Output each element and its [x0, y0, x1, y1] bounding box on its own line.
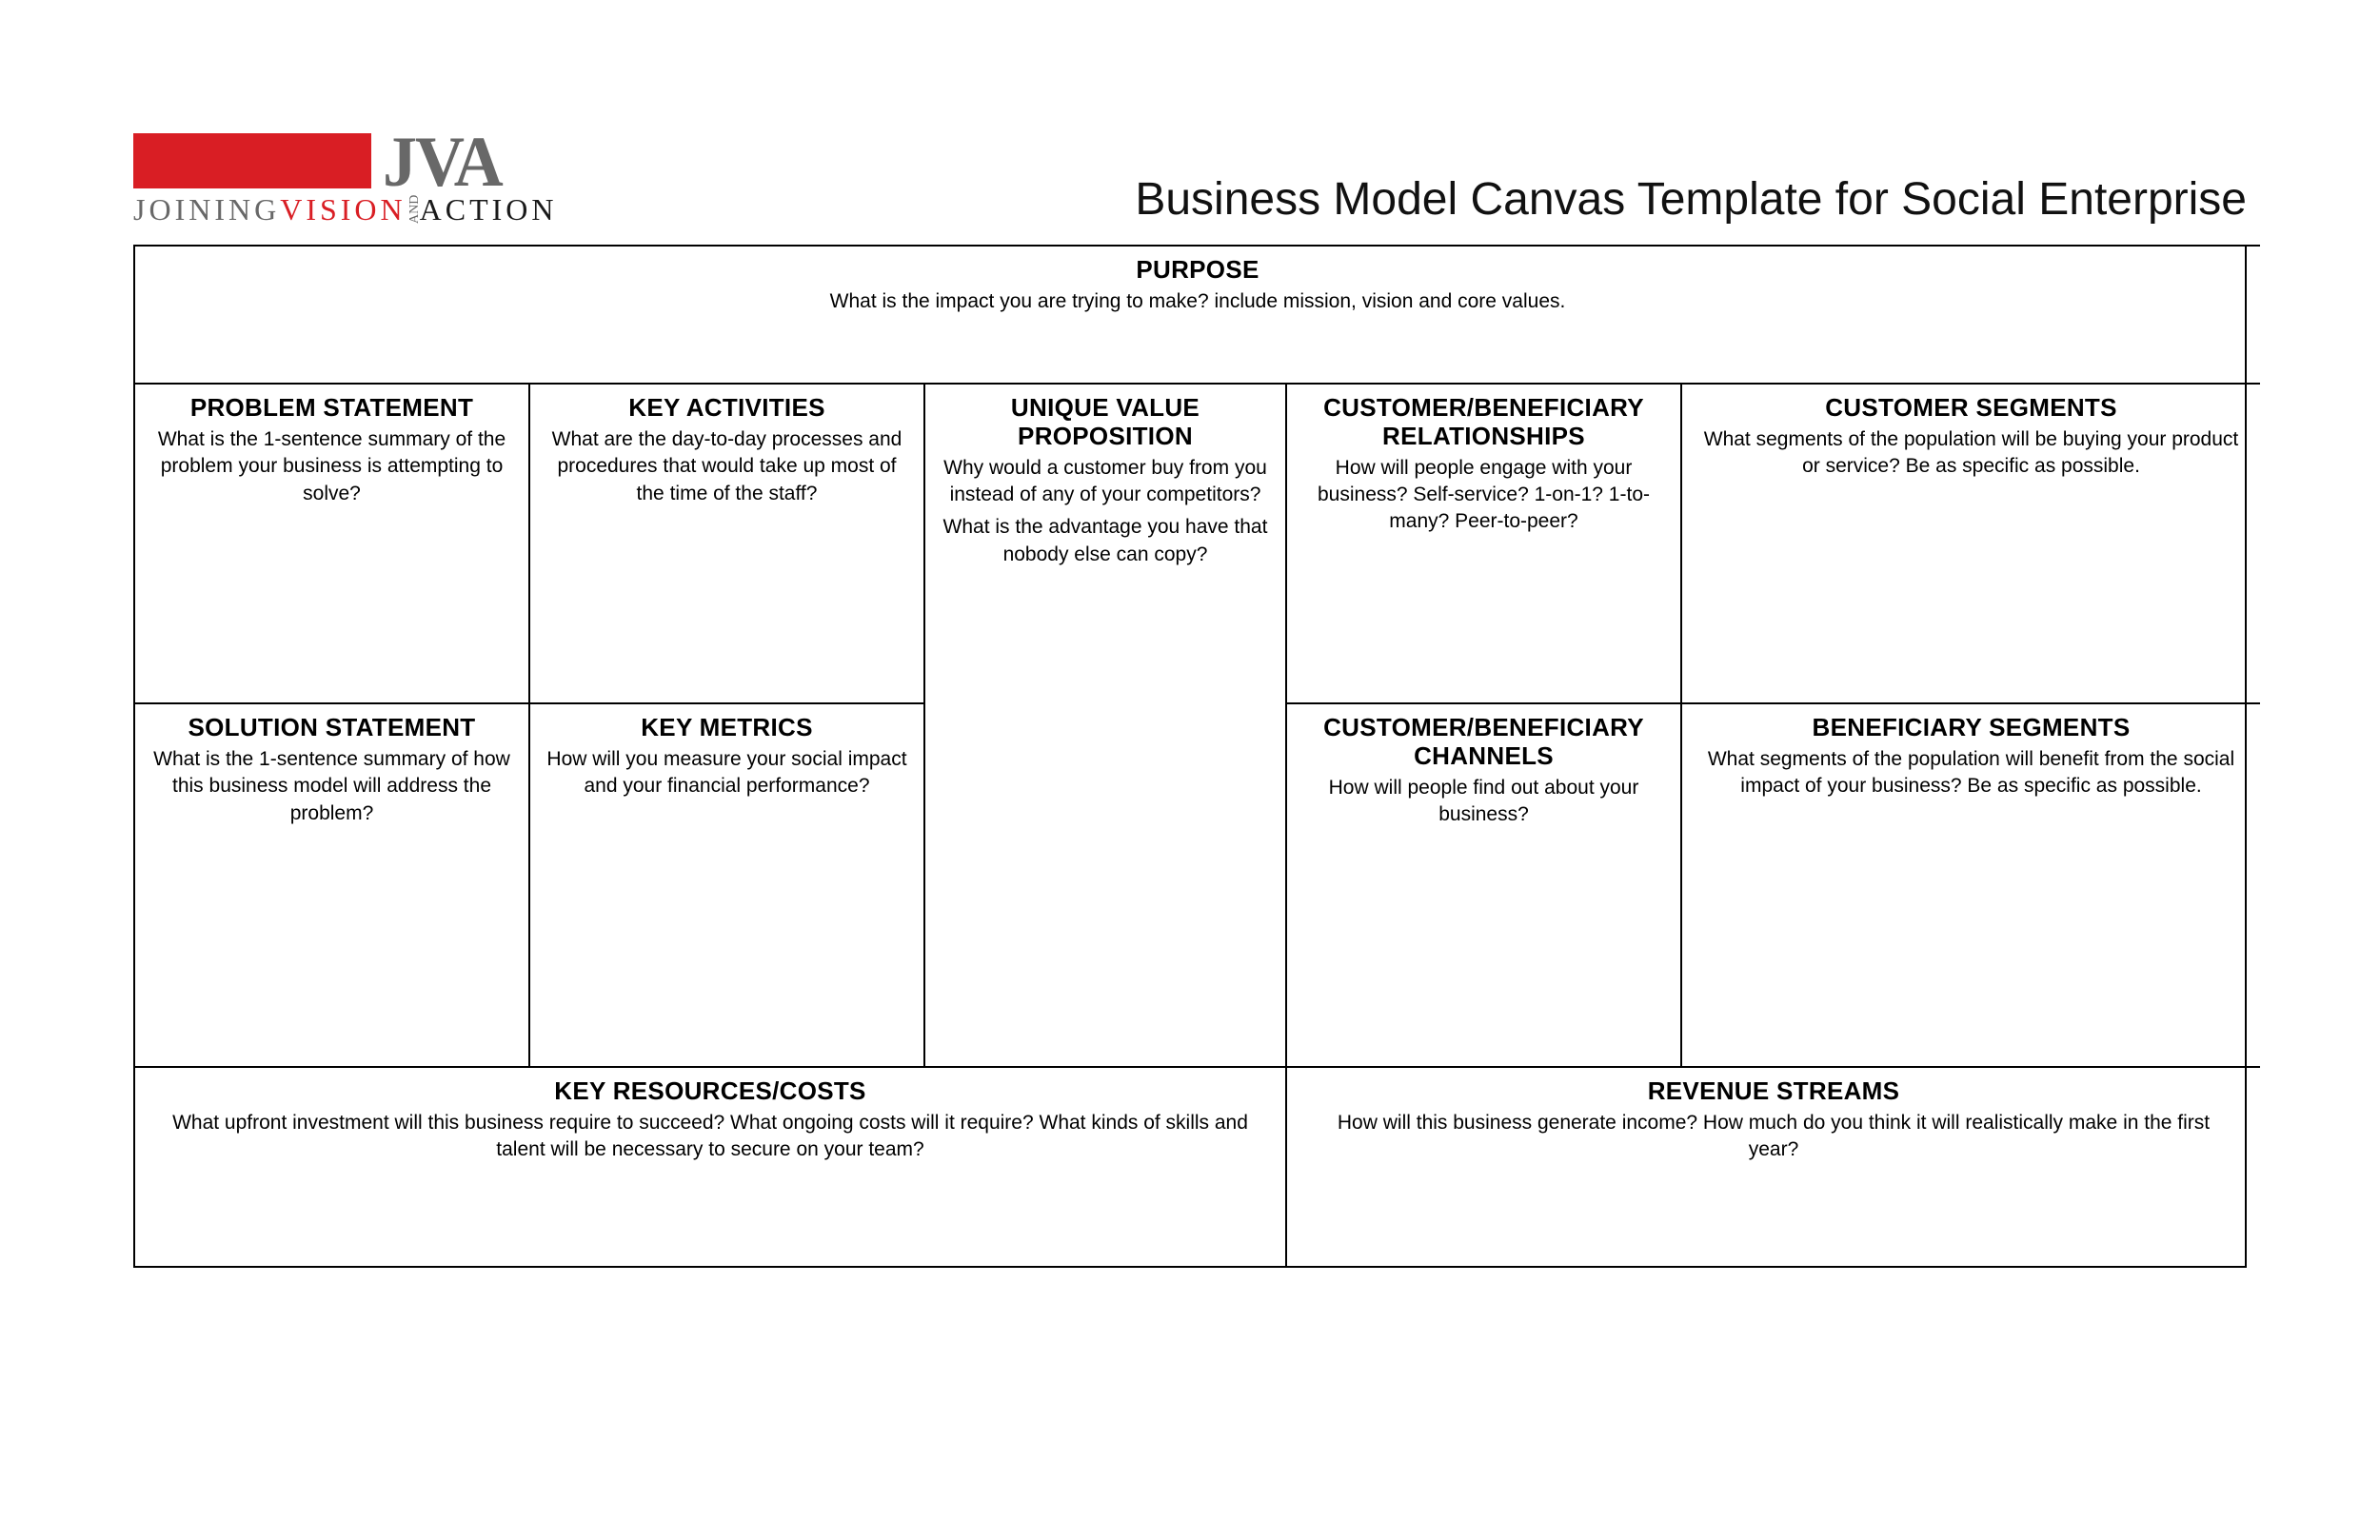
cell-body: Why would a customer buy from you instea… — [939, 455, 1272, 509]
cell-unique-value-proposition: UNIQUE VALUE PROPOSITION Why would a cus… — [925, 383, 1287, 1066]
cell-customer-segments: CUSTOMER SEGMENTS What segments of the p… — [1682, 383, 2260, 702]
cell-heading: CUSTOMER SEGMENTS — [1696, 394, 2247, 423]
logo-top-row: JVA — [133, 133, 543, 188]
cell-body: What is the advantage you have that nobo… — [939, 514, 1272, 568]
cell-customer-channels: CUSTOMER/BENEFICIARY CHANNELS How will p… — [1287, 702, 1682, 1066]
cell-heading: KEY METRICS — [544, 714, 910, 742]
cell-heading: REVENUE STREAMS — [1300, 1077, 2247, 1106]
cell-body: What segments of the population will be … — [1696, 426, 2247, 481]
cell-body: What is the impact you are trying to mak… — [149, 288, 2247, 315]
logo-red-bar — [133, 133, 371, 188]
cell-body: How will you measure your social impact … — [544, 746, 910, 800]
cell-heading: CUSTOMER/BENEFICIARY CHANNELS — [1300, 714, 1667, 771]
cell-body: What are the day-to-day processes and pr… — [544, 426, 910, 507]
page-title: Business Model Canvas Template for Socia… — [543, 173, 2247, 227]
header: JVA JOININGVISIONANDACTION Business Mode… — [133, 133, 2247, 227]
cell-problem-statement: PROBLEM STATEMENT What is the 1-sentence… — [135, 383, 530, 702]
cell-heading: KEY ACTIVITIES — [544, 394, 910, 423]
cell-body: What is the 1-sentence summary of the pr… — [149, 426, 515, 507]
cell-purpose: PURPOSE What is the impact you are tryin… — [135, 245, 2260, 383]
page: JVA JOININGVISIONANDACTION Business Mode… — [0, 0, 2380, 1268]
cell-key-metrics: KEY METRICS How will you measure your so… — [530, 702, 925, 1066]
cell-body: What is the 1-sentence summary of how th… — [149, 746, 515, 827]
cell-key-resources-costs: KEY RESOURCES/COSTS What upfront investm… — [135, 1066, 1287, 1266]
cell-heading: KEY RESOURCES/COSTS — [149, 1077, 1272, 1106]
cell-body: What segments of the population will ben… — [1696, 746, 2247, 800]
cell-beneficiary-segments: BENEFICIARY SEGMENTS What segments of th… — [1682, 702, 2260, 1066]
logo-jva-text: JVA — [383, 133, 502, 189]
cell-heading: BENEFICIARY SEGMENTS — [1696, 714, 2247, 742]
cell-heading: PROBLEM STATEMENT — [149, 394, 515, 423]
cell-heading: SOLUTION STATEMENT — [149, 714, 515, 742]
logo-word-joining: JOINING — [133, 192, 280, 227]
cell-body: How will people engage with your busines… — [1300, 455, 1667, 536]
cell-heading: UNIQUE VALUE PROPOSITION — [939, 394, 1272, 451]
cell-body: What upfront investment will this busine… — [149, 1110, 1272, 1164]
business-model-canvas: PURPOSE What is the impact you are tryin… — [133, 245, 2247, 1268]
cell-revenue-streams: REVENUE STREAMS How will this business g… — [1287, 1066, 2260, 1266]
logo-word-and: AND — [407, 210, 423, 224]
cell-body: How will people find out about your busi… — [1300, 775, 1667, 829]
jva-logo: JVA JOININGVISIONANDACTION — [133, 133, 543, 227]
cell-key-activities: KEY ACTIVITIES What are the day-to-day p… — [530, 383, 925, 702]
cell-solution-statement: SOLUTION STATEMENT What is the 1-sentenc… — [135, 702, 530, 1066]
cell-body: How will this business generate income? … — [1300, 1110, 2247, 1164]
cell-heading: CUSTOMER/BENEFICIARY RELATIONSHIPS — [1300, 394, 1667, 451]
cell-customer-relationships: CUSTOMER/BENEFICIARY RELATIONSHIPS How w… — [1287, 383, 1682, 702]
cell-heading: PURPOSE — [149, 256, 2247, 285]
